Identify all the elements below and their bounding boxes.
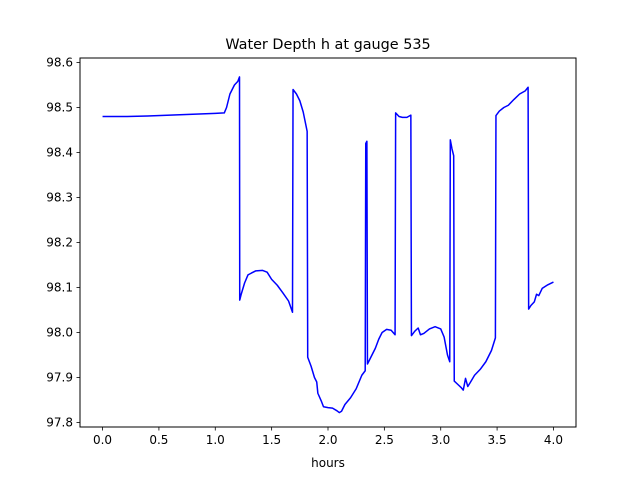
- y-tick-label: 98.1: [46, 281, 73, 295]
- x-tick-label: 2.5: [375, 433, 394, 447]
- y-tick-label: 98.5: [46, 101, 73, 115]
- y-tick-label: 98.4: [46, 146, 73, 160]
- x-tick-label: 3.5: [488, 433, 507, 447]
- chart-title: Water Depth h at gauge 535: [225, 37, 430, 53]
- y-tick-label: 98.3: [46, 191, 73, 205]
- y-tick-label: 98.2: [46, 236, 73, 250]
- series-line-0: [102, 76, 554, 414]
- x-axis: 0.0 0.5 1.0 1.5 2.0 2.5 3.0 3.5 4.0: [93, 427, 563, 447]
- y-tick-label: 97.9: [46, 371, 73, 385]
- x-tick-label: 4.0: [544, 433, 563, 447]
- y-tick-label: 98.0: [46, 326, 73, 340]
- x-tick-label: 1.0: [206, 433, 225, 447]
- x-tick-label: 2.0: [318, 433, 337, 447]
- x-tick-label: 3.0: [431, 433, 450, 447]
- x-tick-label: 1.5: [262, 433, 281, 447]
- x-tick-label: 0.0: [93, 433, 112, 447]
- y-axis: 97.8 97.9 98.0 98.1 98.2 98.3 98.4 98.5 98.6: [46, 56, 80, 430]
- y-tick-label: 97.8: [46, 416, 73, 430]
- x-tick-label: 0.5: [149, 433, 168, 447]
- x-axis-label: hours: [311, 456, 345, 470]
- y-tick-label: 98.6: [46, 56, 73, 70]
